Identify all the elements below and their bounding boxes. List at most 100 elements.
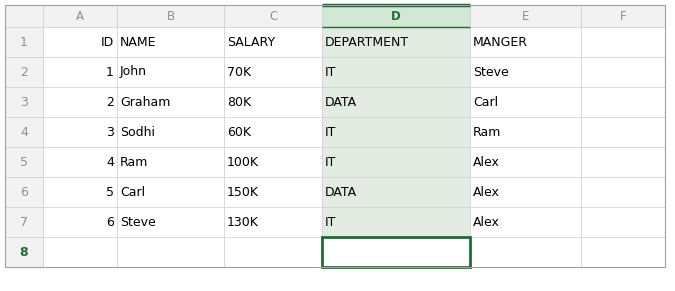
Text: Ram: Ram: [473, 125, 502, 139]
Text: 8: 8: [20, 246, 28, 258]
Text: Alex: Alex: [473, 155, 500, 168]
Text: Sodhi: Sodhi: [120, 125, 155, 139]
Text: 130K: 130K: [227, 216, 259, 228]
Bar: [470, 5, 581, 27]
Text: DEPARTMENT: DEPARTMENT: [325, 36, 409, 49]
Bar: [224, 207, 322, 237]
Bar: [43, 5, 117, 27]
Text: 5: 5: [20, 155, 28, 168]
Text: IT: IT: [325, 155, 336, 168]
Bar: [322, 5, 470, 27]
Text: F: F: [620, 10, 626, 22]
Text: 5: 5: [106, 185, 114, 198]
Bar: [5, 117, 43, 147]
Text: Alex: Alex: [473, 216, 500, 228]
Bar: [117, 147, 224, 177]
Text: 1: 1: [106, 65, 114, 79]
Bar: [322, 87, 470, 117]
Bar: [43, 237, 117, 267]
Bar: [5, 57, 43, 87]
Text: IT: IT: [325, 216, 336, 228]
Text: D: D: [391, 10, 401, 22]
Bar: [117, 27, 224, 57]
Text: Alex: Alex: [473, 185, 500, 198]
Bar: [43, 177, 117, 207]
Text: E: E: [522, 10, 529, 22]
Bar: [322, 117, 470, 147]
Bar: [43, 117, 117, 147]
Bar: [470, 237, 581, 267]
Bar: [224, 117, 322, 147]
Bar: [117, 5, 224, 27]
Bar: [117, 117, 224, 147]
Bar: [470, 57, 581, 87]
Text: IT: IT: [325, 65, 336, 79]
Bar: [43, 87, 117, 117]
Bar: [322, 27, 470, 57]
Text: 2: 2: [20, 65, 28, 79]
Bar: [470, 117, 581, 147]
Bar: [322, 237, 470, 267]
Bar: [5, 237, 43, 267]
Bar: [224, 87, 322, 117]
Bar: [322, 177, 470, 207]
Text: 100K: 100K: [227, 155, 259, 168]
Text: 2: 2: [106, 95, 114, 109]
Bar: [470, 207, 581, 237]
Bar: [43, 57, 117, 87]
Text: SALARY: SALARY: [227, 36, 275, 49]
Bar: [581, 57, 665, 87]
Bar: [117, 207, 224, 237]
Bar: [43, 27, 117, 57]
Text: Steve: Steve: [120, 216, 156, 228]
Bar: [117, 177, 224, 207]
Text: DATA: DATA: [325, 95, 357, 109]
Bar: [5, 177, 43, 207]
Bar: [117, 87, 224, 117]
Bar: [581, 87, 665, 117]
Bar: [581, 27, 665, 57]
Text: 7: 7: [20, 216, 28, 228]
Bar: [224, 57, 322, 87]
Bar: [322, 57, 470, 87]
Text: 150K: 150K: [227, 185, 259, 198]
Text: IT: IT: [325, 125, 336, 139]
Bar: [224, 237, 322, 267]
Text: Carl: Carl: [473, 95, 498, 109]
Bar: [224, 5, 322, 27]
Bar: [5, 5, 43, 27]
Text: A: A: [76, 10, 84, 22]
Text: B: B: [167, 10, 175, 22]
Bar: [581, 177, 665, 207]
Bar: [43, 207, 117, 237]
Text: Ram: Ram: [120, 155, 148, 168]
Text: NAME: NAME: [120, 36, 157, 49]
Bar: [224, 27, 322, 57]
Bar: [322, 147, 470, 177]
Bar: [5, 27, 43, 57]
Bar: [470, 177, 581, 207]
Bar: [581, 237, 665, 267]
Text: 60K: 60K: [227, 125, 251, 139]
Bar: [581, 117, 665, 147]
Text: 80K: 80K: [227, 95, 251, 109]
Bar: [43, 147, 117, 177]
Bar: [470, 27, 581, 57]
Text: ID: ID: [101, 36, 114, 49]
Text: Graham: Graham: [120, 95, 170, 109]
Bar: [5, 87, 43, 117]
Text: John: John: [120, 65, 147, 79]
Text: Steve: Steve: [473, 65, 509, 79]
Text: DATA: DATA: [325, 185, 357, 198]
Text: 70K: 70K: [227, 65, 251, 79]
Text: 1: 1: [20, 36, 28, 49]
Bar: [5, 147, 43, 177]
Text: 6: 6: [20, 185, 28, 198]
Bar: [470, 147, 581, 177]
Bar: [117, 57, 224, 87]
Bar: [581, 207, 665, 237]
Text: Carl: Carl: [120, 185, 145, 198]
Bar: [5, 207, 43, 237]
Bar: [117, 237, 224, 267]
Bar: [322, 237, 470, 267]
